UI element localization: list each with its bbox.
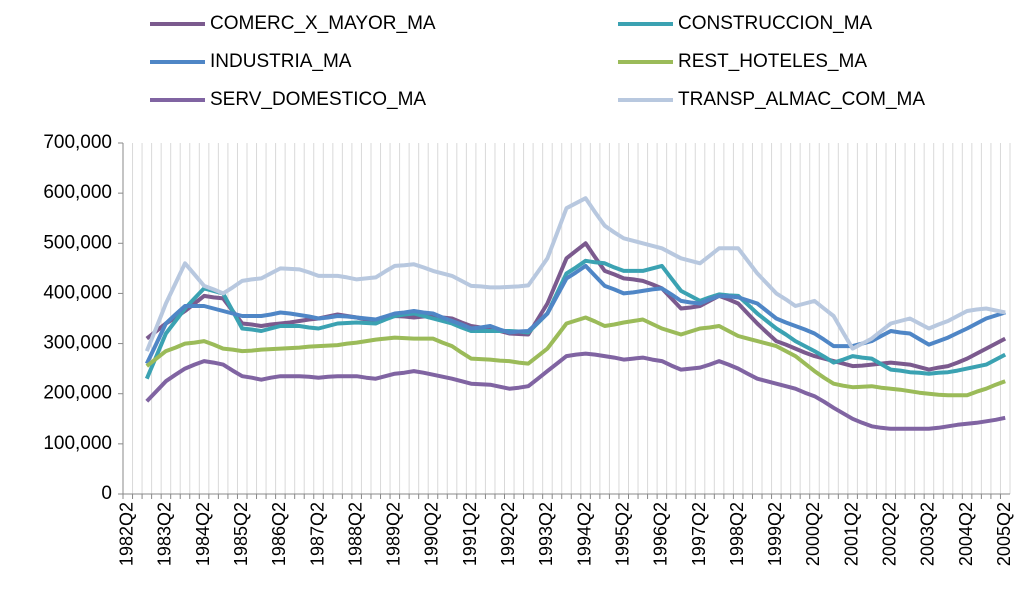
x-tick-label: 1990Q2: [422, 502, 442, 566]
x-tick-label: 1992Q2: [498, 502, 518, 566]
y-tick-label: 500,000: [43, 232, 112, 253]
y-tick-label: 700,000: [43, 132, 112, 153]
x-tick-label: 1998Q2: [727, 502, 747, 566]
y-tick-label: 100,000: [43, 433, 112, 454]
x-tick-label: 2002Q2: [880, 502, 900, 566]
x-tick-label: 1995Q2: [612, 502, 632, 566]
x-tick-label: 2003Q2: [918, 502, 938, 566]
x-tick-label: 2000Q2: [803, 502, 823, 566]
x-tick-label: 1989Q2: [384, 502, 404, 566]
x-tick-label: 1996Q2: [651, 502, 671, 566]
y-tick-label: 300,000: [43, 333, 112, 354]
legend-label: COMERC_X_MAYOR_MA: [210, 13, 436, 34]
legend-label: CONSTRUCCION_MA: [678, 13, 873, 34]
y-tick-label: 0: [101, 483, 112, 504]
x-tick-label: 1986Q2: [269, 502, 289, 566]
series-line: [144, 258, 1007, 380]
x-tick-label: 2005Q2: [994, 502, 1014, 566]
x-tick-label: 1985Q2: [231, 502, 251, 566]
x-tick-label: 1988Q2: [345, 502, 365, 566]
x-tick-label: 1999Q2: [765, 502, 785, 566]
x-tick-label: 1991Q2: [460, 502, 480, 566]
x-tick-label: 2004Q2: [956, 502, 976, 566]
x-tick-label: 1994Q2: [574, 502, 594, 566]
legend-label: SERV_DOMESTICO_MA: [210, 89, 426, 110]
series-line: [144, 196, 1006, 352]
legend-label: TRANSP_ALMAC_COM_MA: [678, 89, 925, 110]
x-tick-label: 1983Q2: [155, 502, 175, 566]
x-tick-label: 1984Q2: [193, 502, 213, 566]
x-tick-label: 2001Q2: [841, 502, 861, 566]
y-tick-label: 400,000: [43, 282, 112, 303]
series-line: [145, 351, 1006, 431]
legend-label: REST_HOTELES_MA: [678, 51, 867, 72]
y-tick-label: 600,000: [43, 182, 112, 203]
legend-label: INDUSTRIA_MA: [210, 51, 352, 72]
y-tick-label: 200,000: [43, 383, 112, 404]
x-tick-label: 1997Q2: [689, 502, 709, 566]
x-tick-label: 1982Q2: [117, 502, 137, 566]
series-line: [145, 315, 1006, 398]
x-tick-label: 1993Q2: [536, 502, 556, 566]
series-line: [145, 241, 1007, 372]
x-tick-label: 1987Q2: [307, 502, 327, 566]
